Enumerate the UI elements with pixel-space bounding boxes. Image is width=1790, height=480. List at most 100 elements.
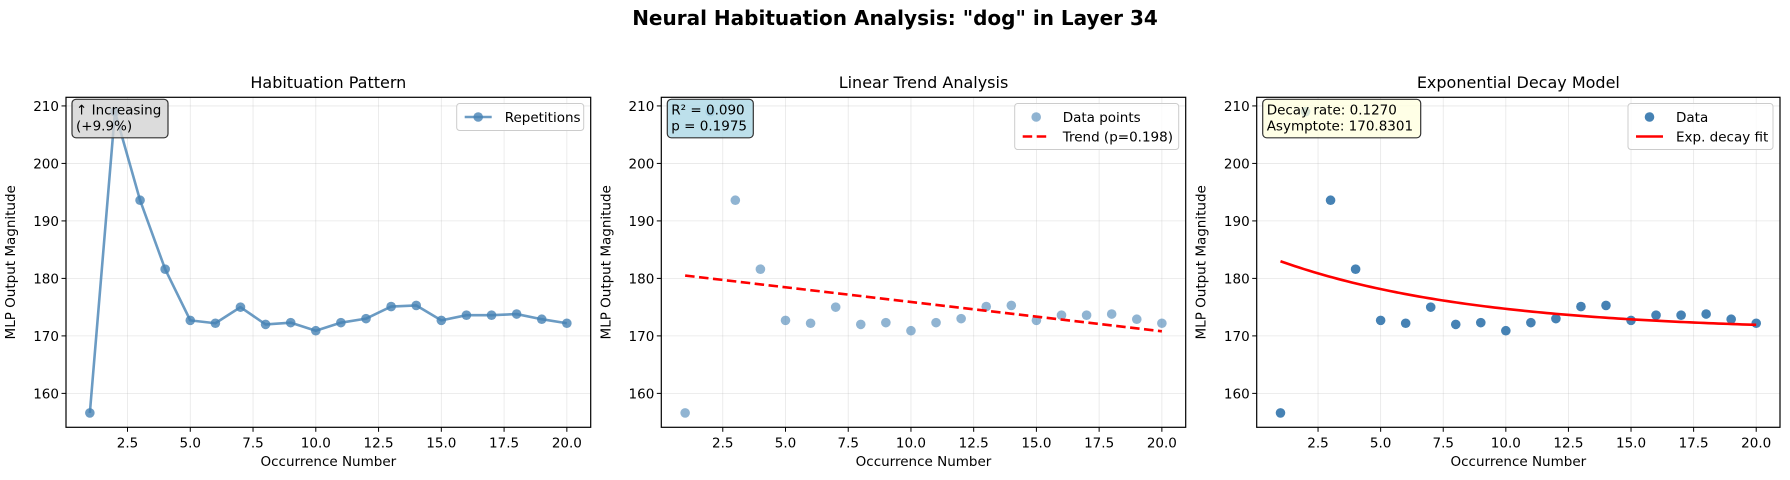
data-point <box>285 317 296 328</box>
y-axis-label: MLP Output Magnitude <box>1194 185 1210 339</box>
stats-annotation: ↑ Increasing(+9.9%) <box>71 98 169 139</box>
data-point <box>461 310 472 320</box>
x-tick-label: 2.5 <box>117 435 138 451</box>
annotation-box <box>1262 98 1422 139</box>
x-tick-label: 10.0 <box>301 435 331 451</box>
data-point <box>185 315 196 326</box>
x-tick-label: 5.0 <box>1370 435 1391 451</box>
x-tick-label: 12.5 <box>1553 435 1583 451</box>
data-point <box>1006 300 1017 311</box>
data-point <box>135 195 145 206</box>
legend-handle-marker <box>473 112 484 122</box>
data-point <box>235 302 246 312</box>
x-tick-label: 12.5 <box>959 435 989 451</box>
data-point <box>1726 314 1736 325</box>
data-point <box>1701 309 1711 319</box>
data-point <box>956 313 966 324</box>
legend-frame <box>456 103 585 131</box>
data-point <box>511 309 522 319</box>
annotation-text: ↑ Increasing <box>76 102 161 118</box>
y-tick-label: 170 <box>629 329 655 345</box>
y-tick-label: 210 <box>629 99 655 115</box>
data-point <box>1526 317 1536 328</box>
y-tick-label: 180 <box>33 271 59 287</box>
data-point <box>881 317 891 328</box>
annotation-text: (+9.9%) <box>76 118 132 134</box>
x-tick-label: 7.5 <box>837 435 858 451</box>
data-point <box>1576 301 1586 312</box>
data-point <box>411 300 422 311</box>
subplot-title: Habituation Pattern <box>250 73 406 92</box>
annotation-text: p = 0.1975 <box>671 118 747 134</box>
data-point <box>1081 310 1092 320</box>
subplot-3: 2.5 5.0 7.5 10.0 12.5 15.0 17.5 20.0 160 170 180 19… <box>1194 73 1781 470</box>
x-tick-label: 17.5 <box>1679 435 1709 451</box>
subplot-1: 2.5 5.0 7.5 10.0 12.5 15.0 17.5 20.0 160 170 180 19… <box>3 73 592 470</box>
x-tick-label: 15.0 <box>1616 435 1646 451</box>
y-tick-label: 200 <box>33 156 59 172</box>
legend: Data points Trend (p=0.198) <box>1014 103 1180 150</box>
y-tick-label: 180 <box>629 271 655 287</box>
x-tick-label: 20.0 <box>1147 435 1177 451</box>
legend-label: Trend (p=0.198) <box>1062 130 1173 146</box>
annotation-box <box>71 98 169 139</box>
data-point <box>1676 310 1686 320</box>
x-axis-label: Occurrence Number <box>1450 454 1586 470</box>
plot-area <box>680 106 1167 418</box>
data-point <box>1751 318 1762 329</box>
axes-frame <box>660 96 1187 428</box>
data-point <box>1106 309 1117 319</box>
data-point <box>1375 315 1386 326</box>
data-point <box>1056 310 1067 320</box>
trend-line <box>684 274 1163 333</box>
x-tick-label: 7.5 <box>242 435 263 451</box>
subplot-2: 2.5 5.0 7.5 10.0 12.5 15.0 17.5 20.0 160 170 180 19… <box>598 73 1187 470</box>
x-tick-label: 10.0 <box>1491 435 1521 451</box>
x-tick-label: 12.5 <box>364 435 394 451</box>
legend-handle-marker <box>1031 112 1041 122</box>
data-point <box>680 408 690 418</box>
subplots: 2.5 5.0 7.5 10.0 12.5 15.0 17.5 20.0 160 170 180 19… <box>3 73 1781 470</box>
axes-frame <box>65 96 592 428</box>
y-axis-label: MLP Output Magnitude <box>598 185 614 339</box>
data-point <box>780 315 791 326</box>
figure-suptitle: Neural Habituation Analysis: "dog" in La… <box>632 6 1158 30</box>
legend-label: Data points <box>1063 110 1141 126</box>
x-tick-label: 15.0 <box>426 435 456 451</box>
x-tick-label: 10.0 <box>896 435 926 451</box>
data-point <box>562 318 572 329</box>
data-point <box>755 264 766 274</box>
x-tick-label: 17.5 <box>489 435 519 451</box>
y-tick-label: 200 <box>1224 156 1250 172</box>
annotation-text: Decay rate: 0.1270 <box>1267 102 1397 118</box>
data-point <box>1400 318 1411 329</box>
x-tick-label: 15.0 <box>1021 435 1051 451</box>
legend: Data Exp. decay fit <box>1627 103 1774 150</box>
grid-lines <box>1256 97 1780 428</box>
y-tick-label: 180 <box>1224 271 1250 287</box>
data-point <box>1651 310 1661 320</box>
data-point <box>486 310 497 320</box>
x-axis-label: Occurrence Number <box>856 454 992 470</box>
data-point <box>1131 314 1142 325</box>
data-point <box>805 318 816 329</box>
data-point <box>1475 317 1486 328</box>
data-point <box>260 319 271 330</box>
data-point <box>336 317 346 328</box>
legend-handle-marker <box>1644 112 1655 122</box>
data-point <box>1601 300 1611 311</box>
legend-frame <box>1627 103 1774 150</box>
plot-area <box>1275 106 1762 418</box>
data-point <box>1501 325 1511 336</box>
data-point <box>386 301 396 312</box>
annotation-text: Asymptote: 170.8301 <box>1267 118 1413 134</box>
x-tick-label: 5.0 <box>775 435 796 451</box>
y-tick-label: 170 <box>33 329 59 345</box>
y-tick-label: 170 <box>1224 329 1250 345</box>
data-point <box>361 313 371 324</box>
annotation-text: R² = 0.090 <box>671 102 744 118</box>
x-tick-label: 7.5 <box>1432 435 1453 451</box>
data-point <box>436 315 447 326</box>
